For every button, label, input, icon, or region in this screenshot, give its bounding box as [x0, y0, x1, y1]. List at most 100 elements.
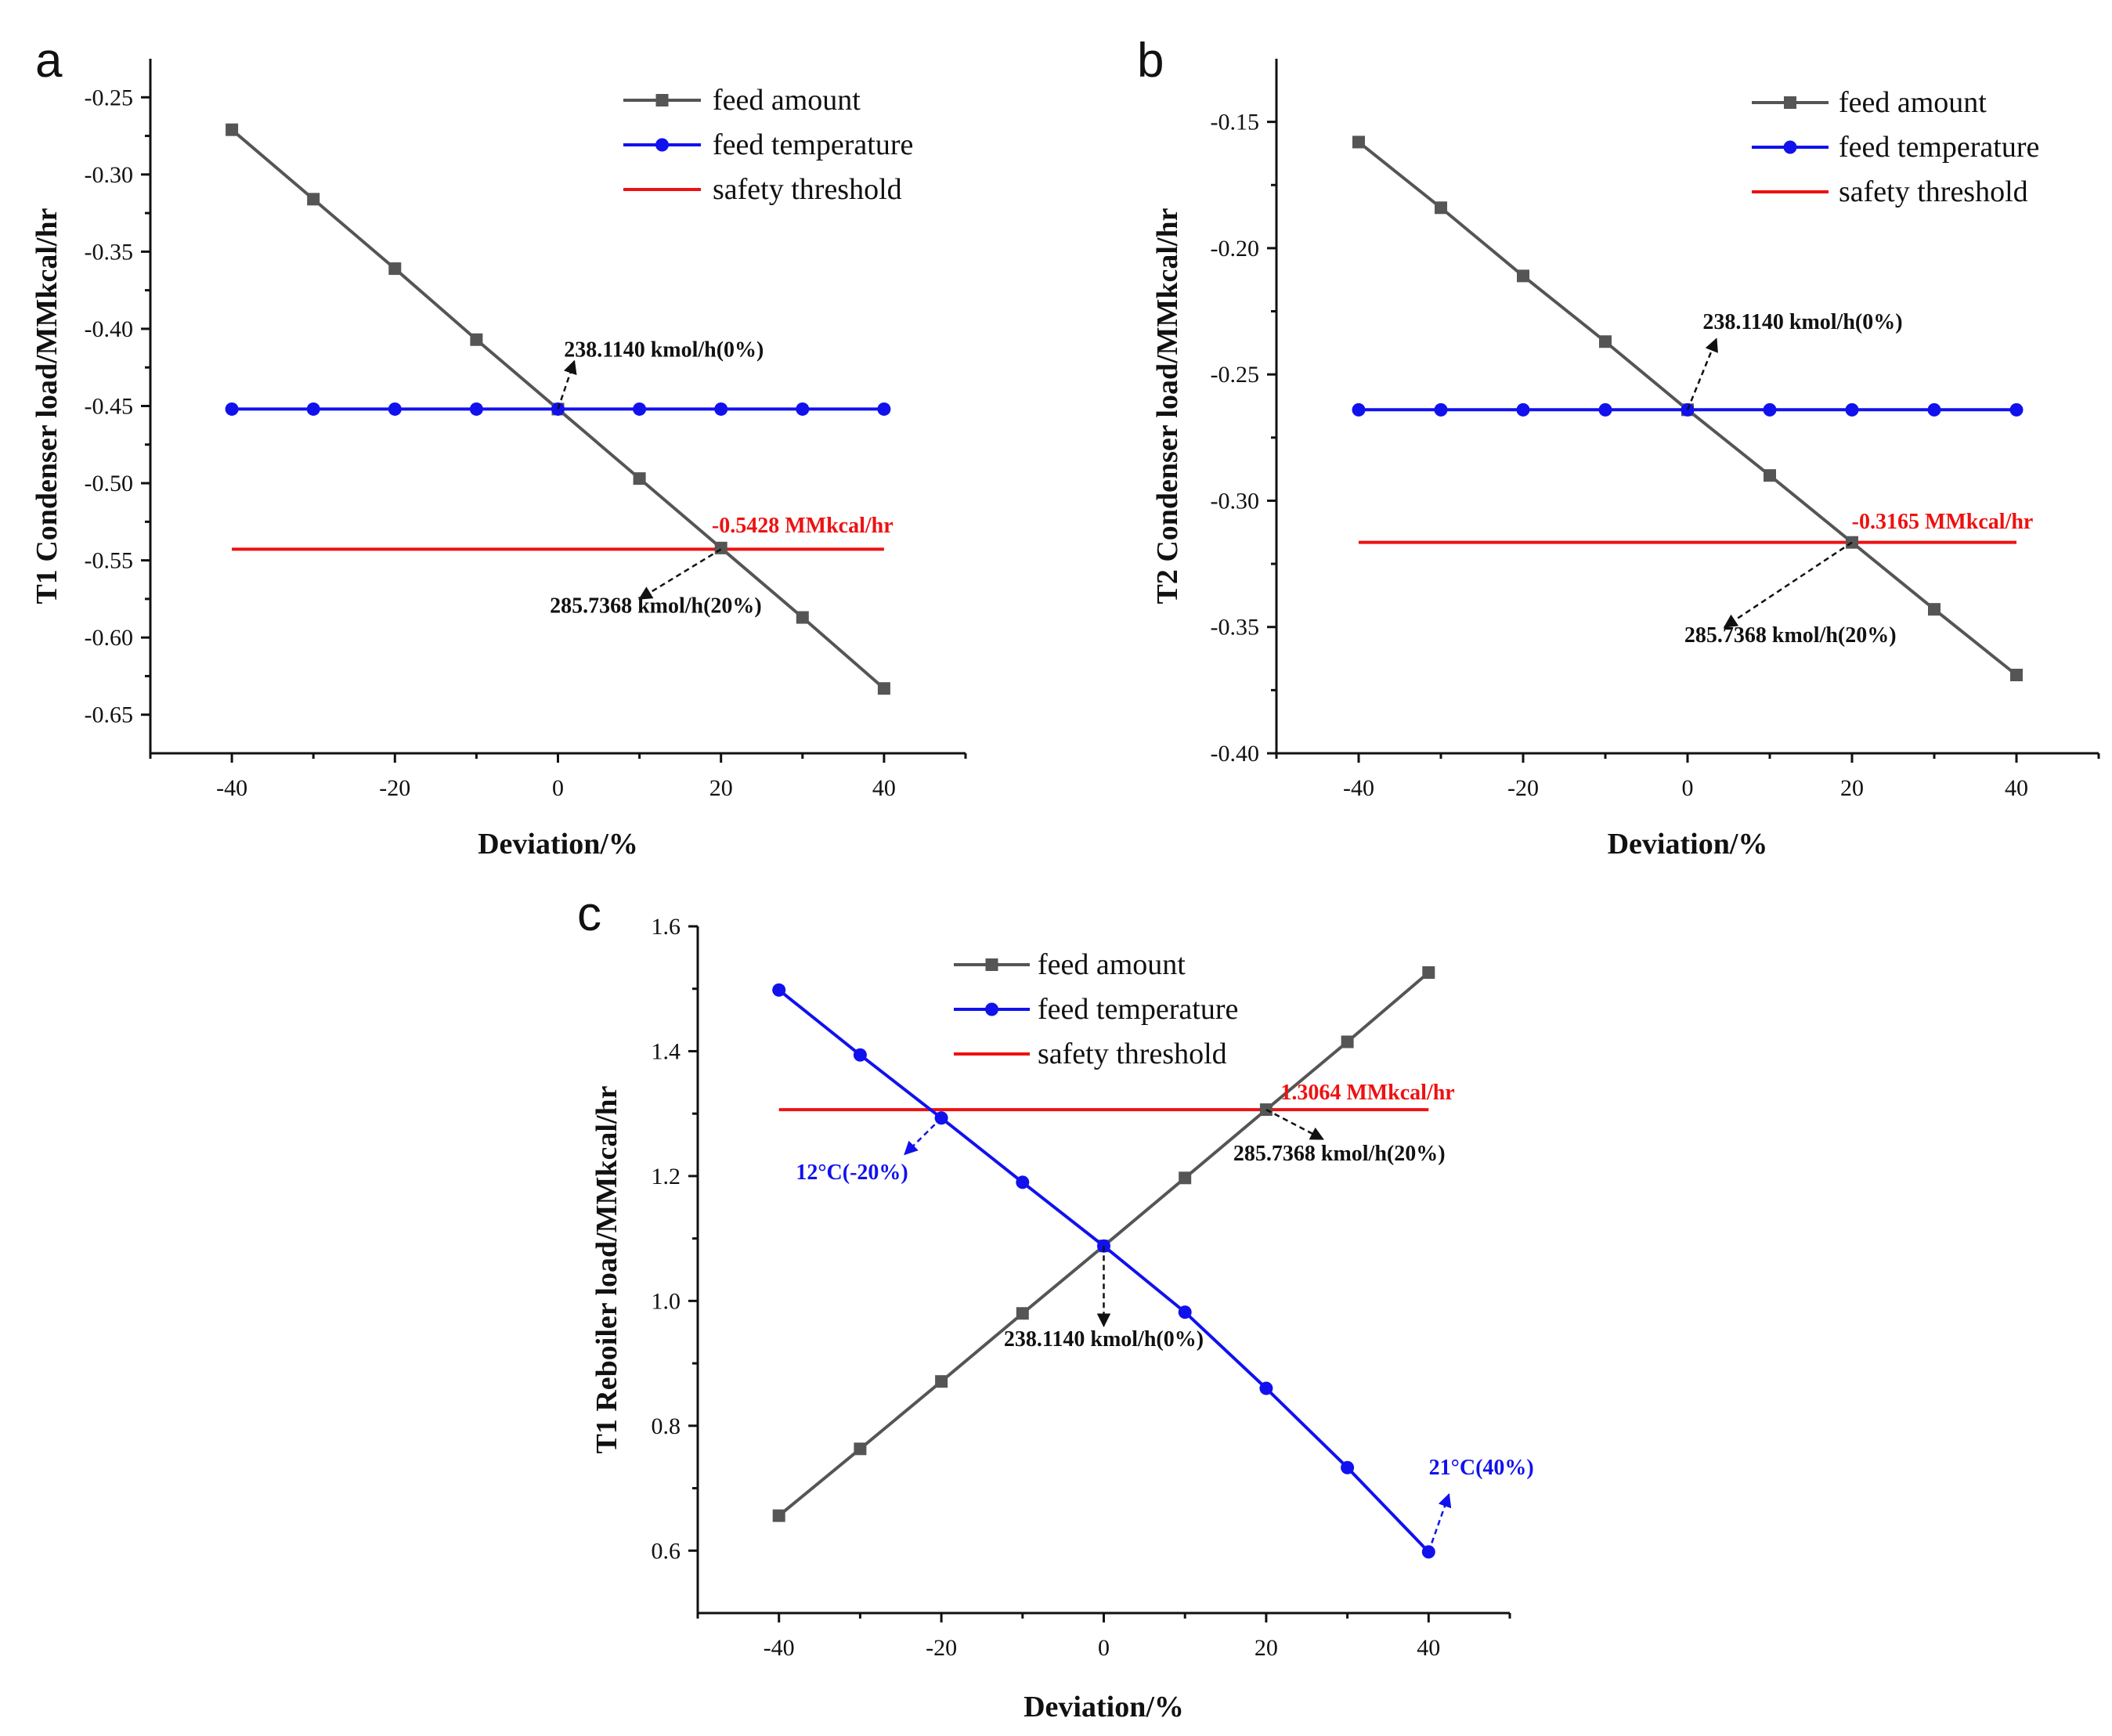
- data-point-feed-amount: [1764, 469, 1776, 482]
- y-tick-label: -0.15: [1211, 110, 1260, 135]
- annotation-label: 1.3064 MMkcal/hr: [1280, 1081, 1454, 1105]
- data-point-feed-amount: [1179, 1171, 1192, 1185]
- data-point-feed-amount: [1352, 135, 1365, 149]
- y-tick-label: -0.60: [85, 625, 134, 651]
- annotation-label: 285.7368 kmol/h(20%): [1684, 623, 1897, 648]
- x-axis-title: Deviation/%: [1608, 828, 1768, 861]
- y-axis-title: T1 Condenser load/MMkcal/hr: [31, 208, 63, 604]
- data-point-feed-temperature: [633, 402, 647, 416]
- panel-letter: b: [1137, 34, 1164, 88]
- chart-panel-c: c -40 -20 0 20 40 0.6 0.8 1.0 1.2 1.4 1.6 Deviation/…: [577, 887, 1534, 1723]
- annotation-arrow: [1723, 541, 1853, 628]
- data-point-feed-amount: [307, 193, 320, 206]
- annotation-label: 238.1140 kmol/h(0%): [1702, 310, 1902, 334]
- y-tick-label: -0.40: [85, 316, 134, 342]
- y-tick-label: -0.55: [85, 548, 134, 574]
- y-tick-label: -0.25: [85, 85, 134, 110]
- legend-marker-feed-amount: [985, 958, 998, 971]
- y-tick-label: 1.6: [652, 914, 681, 940]
- data-point-feed-amount: [1341, 1035, 1354, 1048]
- x-tick-label: -40: [216, 775, 247, 801]
- chart-panel-a: a -40 -20 0 20 40 -0.25 -0.30 -0.35 -0.40 -0.45 -0.…: [31, 34, 967, 861]
- x-tick-label: -40: [1343, 775, 1374, 801]
- x-tick-label: 20: [1840, 775, 1864, 801]
- data-point-feed-amount: [2010, 669, 2023, 682]
- x-tick-label: 40: [2005, 775, 2028, 801]
- data-point-feed-amount: [935, 1375, 948, 1388]
- annotation-arrow: [638, 548, 722, 600]
- y-tick-label: 1.2: [652, 1164, 681, 1189]
- legend-marker-feed-temperature: [1783, 140, 1797, 154]
- y-tick-label: -0.65: [85, 702, 134, 728]
- legend-label: feed amount: [1038, 948, 1186, 981]
- data-point-feed-temperature: [1178, 1305, 1192, 1319]
- x-tick-label: 0: [552, 775, 564, 801]
- legend-label: safety threshold: [1038, 1038, 1227, 1070]
- annotation-label: 285.7368 kmol/h(20%): [1233, 1142, 1446, 1166]
- data-point-feed-temperature: [772, 983, 786, 997]
- x-tick-label: 40: [1417, 1635, 1440, 1661]
- data-point-feed-amount: [854, 1442, 867, 1456]
- data-point-feed-amount: [796, 611, 809, 624]
- data-point-feed-amount: [226, 123, 239, 136]
- y-tick-label: -0.20: [1211, 236, 1260, 262]
- data-point-feed-amount: [388, 262, 402, 276]
- annotation-arrow: [1428, 1492, 1452, 1553]
- legend-label: feed temperature: [1839, 131, 2039, 164]
- data-point-feed-temperature: [306, 402, 320, 416]
- data-point-feed-temperature: [1927, 402, 1941, 417]
- chart-panel-b: b -40 -20 0 20 40 -0.15 -0.20 -0.25 -0.30 -0.35 -0.…: [1137, 34, 2100, 861]
- y-tick-label: -0.45: [85, 394, 134, 420]
- x-tick-label: 0: [1098, 1635, 1110, 1661]
- annotation-label: 238.1140 kmol/h(0%): [564, 337, 764, 362]
- panel-letter: c: [577, 887, 601, 941]
- data-point-feed-temperature: [225, 402, 239, 416]
- legend-marker-feed-temperature: [985, 1002, 998, 1016]
- legend-label: feed amount: [1839, 86, 1987, 119]
- x-tick-label: 40: [872, 775, 896, 801]
- legend-label: feed amount: [713, 84, 861, 117]
- data-point-feed-amount: [1928, 603, 1941, 616]
- data-point-feed-temperature: [796, 402, 810, 416]
- annotation-label: -0.5428 MMkcal/hr: [712, 514, 894, 538]
- y-axis-title: T2 Condenser load/MMkcal/hr: [1151, 208, 1184, 604]
- y-tick-label: -0.30: [1211, 488, 1260, 514]
- annotation-arrow: [557, 359, 577, 410]
- data-point-feed-temperature: [1845, 402, 1859, 417]
- data-point-feed-temperature: [1352, 402, 1366, 417]
- data-point-feed-temperature: [1434, 402, 1448, 417]
- data-point-feed-temperature: [853, 1048, 867, 1062]
- legend-marker-feed-amount: [1784, 96, 1796, 109]
- data-point-feed-amount: [633, 472, 646, 485]
- data-point-feed-temperature: [2009, 402, 2024, 417]
- data-point-feed-temperature: [469, 402, 483, 416]
- annotation-arrow: [1265, 1108, 1325, 1140]
- annotation-arrow: [1686, 337, 1718, 410]
- data-point-feed-amount: [470, 333, 483, 346]
- y-tick-label: -0.35: [1211, 615, 1260, 641]
- y-tick-label: 0.8: [652, 1413, 681, 1439]
- legend-marker-feed-temperature: [655, 138, 669, 152]
- annotation-label: 21°C(40%): [1429, 1456, 1534, 1480]
- data-point-feed-temperature: [1016, 1175, 1030, 1189]
- annotation-arrow: [904, 1117, 942, 1156]
- y-tick-label: -0.40: [1211, 741, 1260, 767]
- y-axis-title: T1 Reboiler load/MMkcal/hr: [590, 1085, 623, 1453]
- x-axis-title: Deviation/%: [1024, 1691, 1184, 1723]
- data-point-feed-amount: [1517, 269, 1529, 283]
- y-tick-label: -0.35: [85, 239, 134, 265]
- data-point-feed-amount: [1435, 201, 1447, 215]
- data-point-feed-temperature: [877, 402, 891, 416]
- legend-marker-feed-amount: [655, 94, 669, 106]
- legend-label: safety threshold: [1839, 175, 2028, 208]
- data-point-feed-amount: [877, 682, 890, 695]
- data-point-feed-temperature: [1341, 1460, 1355, 1474]
- y-tick-label: 1.4: [652, 1038, 681, 1064]
- y-tick-label: -0.25: [1211, 362, 1260, 388]
- data-point-feed-amount: [1599, 335, 1612, 348]
- data-point-feed-temperature: [714, 402, 728, 416]
- annotation-label: 285.7368 kmol/h(20%): [550, 594, 762, 619]
- x-tick-label: 20: [1255, 1635, 1278, 1661]
- x-tick-label: -20: [1507, 775, 1539, 801]
